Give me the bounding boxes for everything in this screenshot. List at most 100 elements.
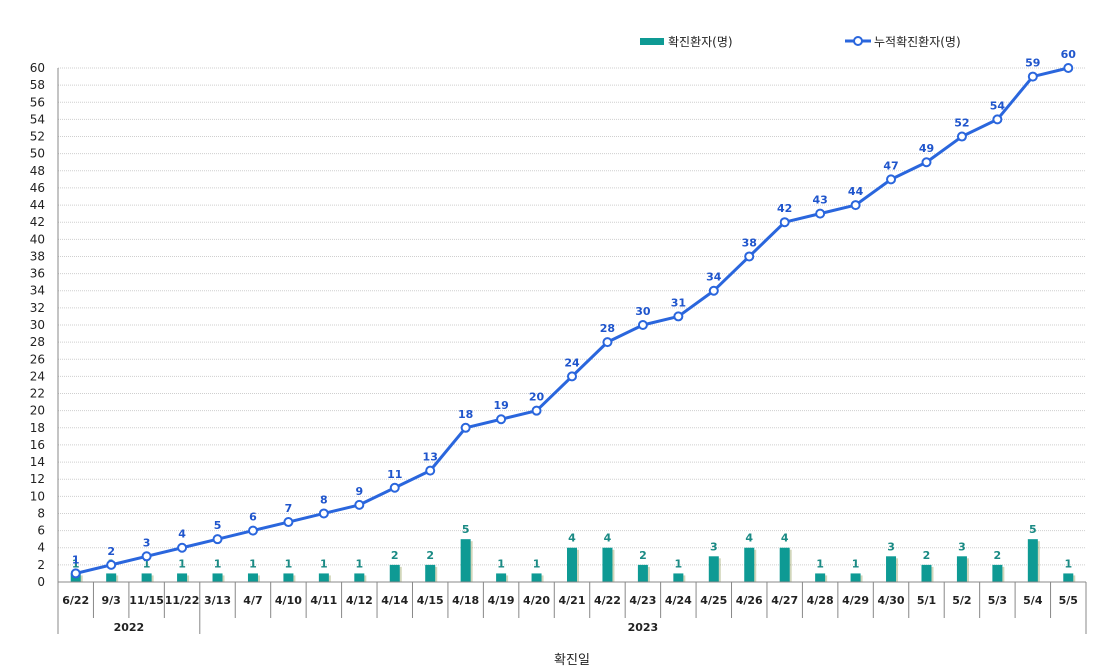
bar-data-label: 1 (214, 557, 222, 570)
bar-series: 11111111122511442134411323251 (70, 523, 1076, 582)
line-point (815, 208, 826, 219)
y-axis: 0246810121416182022242628303234363840424… (30, 61, 59, 589)
x-tick-label: 4/18 (452, 594, 479, 607)
line-data-label: 4 (178, 528, 186, 541)
line-data-label: 20 (529, 391, 545, 404)
bar (283, 573, 294, 582)
bar-data-label: 3 (887, 540, 895, 553)
line-data-label: 2 (107, 545, 115, 558)
y-tick-label: 30 (30, 318, 45, 332)
line-point (886, 174, 897, 185)
line-data-label: 24 (564, 356, 580, 369)
bar-data-label: 4 (745, 532, 753, 545)
x-tick-label: 4/15 (417, 594, 444, 607)
x-tick-label: 4/21 (559, 594, 586, 607)
bar-data-label: 3 (710, 540, 718, 553)
y-tick-label: 50 (30, 147, 45, 161)
line-data-label: 18 (458, 408, 473, 421)
y-tick-label: 18 (30, 421, 45, 435)
line-point (637, 320, 648, 330)
line-point (212, 534, 223, 545)
bar (531, 573, 542, 582)
x-tick-label: 4/19 (488, 594, 515, 607)
bar (850, 573, 861, 582)
y-tick-label: 44 (30, 198, 45, 212)
y-tick-label: 26 (30, 352, 45, 366)
bar-data-label: 1 (178, 557, 186, 570)
y-tick-label: 48 (30, 164, 45, 178)
line-point (956, 131, 967, 142)
line-point (177, 542, 188, 553)
x-axis: 6/22 9/3 11/15 11/22 3/13 4/7 4/10 4/11 4/12 4/14… (57, 581, 1087, 634)
x-tick-label: 5/5 (1059, 594, 1078, 607)
line-data-label: 54 (990, 99, 1006, 112)
bar (1027, 539, 1038, 582)
bar (673, 573, 684, 582)
y-tick-label: 36 (30, 267, 45, 281)
line-data-label: 47 (883, 159, 898, 172)
y-tick-label: 56 (30, 95, 45, 109)
x-tick-label: 5/3 (988, 594, 1007, 607)
bar-data-label: 1 (285, 557, 293, 570)
y-tick-label: 10 (30, 489, 45, 503)
x-tick-label: 4/27 (771, 594, 798, 607)
line-point (992, 114, 1003, 125)
bar (779, 547, 790, 582)
line-point (708, 285, 719, 296)
y-tick-label: 58 (30, 78, 45, 92)
x-tick-label: 5/4 (1023, 594, 1043, 607)
y-tick-label: 54 (30, 112, 45, 126)
bar-data-label: 5 (462, 523, 470, 536)
y-tick-label: 4 (37, 541, 45, 555)
x-tick-label: 4/11 (310, 594, 337, 607)
x-tick-label: 4/12 (346, 594, 373, 607)
line-data-label: 42 (777, 202, 792, 215)
x-tick-label: 4/30 (878, 594, 905, 607)
line-point (425, 465, 436, 476)
x-tick-label: 4/22 (594, 594, 621, 607)
bar (354, 573, 365, 582)
year-group-label: 2023 (628, 621, 659, 634)
bar-data-label: 2 (639, 549, 647, 562)
y-tick-label: 16 (30, 438, 45, 452)
line-data-label: 7 (285, 502, 293, 515)
x-tick-label: 4/7 (243, 594, 262, 607)
line-data-label: 8 (320, 493, 328, 506)
line-data-label: 9 (355, 485, 363, 498)
line-data-label: 6 (249, 511, 257, 524)
x-tick-label: 6/22 (62, 594, 89, 607)
legend-line-marker (853, 36, 863, 46)
bar-data-label: 1 (143, 557, 151, 570)
y-tick-label: 24 (30, 369, 45, 383)
legend-bar-swatch (640, 38, 664, 45)
x-tick-label: 4/14 (381, 594, 408, 607)
y-tick-label: 34 (30, 284, 45, 298)
bar-data-label: 2 (994, 549, 1002, 562)
x-axis-title: 확진일 (554, 653, 590, 668)
x-tick-label: 5/1 (917, 594, 936, 607)
line-series: 1234567891113181920242830313438424344474… (70, 48, 1076, 579)
bar (425, 564, 436, 582)
bar (744, 547, 755, 582)
x-tick-label: 11/22 (165, 594, 200, 607)
line-data-label: 19 (493, 399, 508, 412)
bar (496, 573, 507, 582)
line-data-label: 3 (143, 536, 151, 549)
bar (921, 564, 932, 582)
y-tick-label: 22 (30, 387, 45, 401)
line-data-label: 34 (706, 271, 722, 284)
legend: 확진환자(명) 누적확진환자(명) (640, 35, 961, 49)
y-tick-label: 52 (30, 130, 45, 144)
x-tick-label: 4/10 (275, 594, 302, 607)
x-tick-label: 5/2 (952, 594, 971, 607)
line-point (354, 499, 365, 510)
line-point (602, 337, 613, 348)
bar-data-label: 2 (426, 549, 434, 562)
line-point (106, 559, 117, 570)
line-data-label: 49 (919, 142, 934, 155)
y-tick-label: 12 (30, 472, 45, 486)
line-point (389, 482, 400, 493)
bar-data-label: 1 (355, 557, 363, 570)
x-tick-label: 4/26 (736, 594, 763, 607)
y-tick-label: 0 (37, 575, 45, 589)
